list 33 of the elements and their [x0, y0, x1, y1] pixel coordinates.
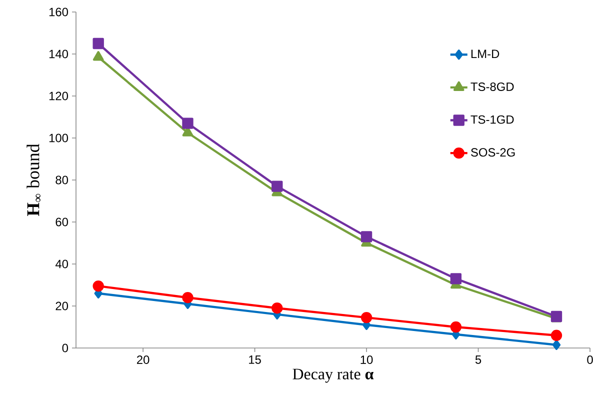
y-tick-label: 120: [49, 92, 68, 100]
y-tick-label: 60: [56, 218, 68, 226]
x-axis-title: Decay rate α: [292, 368, 374, 383]
y-tick-label: 160: [49, 8, 68, 16]
point: [92, 38, 104, 50]
y-tick-label: 40: [55, 260, 68, 268]
legend-label: LM-D: [471, 50, 500, 58]
point: [272, 180, 283, 192]
point: [550, 330, 562, 341]
point: [450, 321, 462, 333]
y-tick-label: 100: [49, 134, 68, 142]
y-tick-label: 20: [56, 302, 68, 310]
point: [272, 302, 283, 314]
point: [182, 292, 194, 304]
point: [182, 118, 194, 129]
y-tick-label: 0: [62, 344, 68, 352]
x-tick-label: 10: [360, 356, 373, 364]
point: [92, 280, 104, 292]
legend-label: TS-1GD: [470, 115, 514, 124]
y-axis-title: H$_{∞}$ bound: [26, 144, 40, 216]
point: [92, 51, 104, 61]
legend-label: TS-8GD: [470, 82, 514, 91]
x-tick-label: 5: [475, 356, 482, 364]
x-tick-label: 0: [587, 356, 593, 364]
point: [360, 231, 372, 242]
point: [450, 273, 462, 284]
y-tick-label: 140: [49, 50, 68, 58]
legend-label: SOS-2G: [471, 148, 515, 157]
x-tick-label: 15: [249, 356, 261, 364]
point: [360, 312, 372, 324]
x-tick-label: 20: [136, 356, 150, 364]
point: [552, 340, 561, 350]
y-tick-label: 80: [56, 176, 68, 184]
